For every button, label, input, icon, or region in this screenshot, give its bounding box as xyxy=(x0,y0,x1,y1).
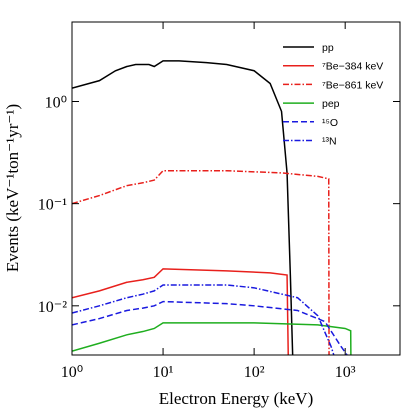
series-line xyxy=(72,284,335,355)
legend-label: ⁷Be−384 keV xyxy=(322,61,383,73)
x-tick-label: 10³ xyxy=(335,364,356,381)
series-line xyxy=(72,268,289,355)
legend-label: ⁷Be−861 keV xyxy=(322,79,383,91)
x-tick-label: 10¹ xyxy=(153,364,174,381)
plot-frame xyxy=(71,21,401,356)
x-tick-label: 10⁰ xyxy=(61,364,83,381)
series-line xyxy=(72,322,352,355)
plot-lines xyxy=(72,60,352,355)
x-axis-label: Electron Energy (keV) xyxy=(159,389,314,408)
y-tick-label: 10⁻¹ xyxy=(38,197,67,214)
legend-label: ¹³N xyxy=(322,136,337,148)
y-tick-label: 10⁰ xyxy=(45,94,67,111)
y-tick-label: 10⁻² xyxy=(38,299,67,316)
series-line xyxy=(72,60,294,355)
x-tick-label: 10² xyxy=(244,364,265,381)
y-axis-label: Events (keV⁻¹ton⁻¹yr⁻¹) xyxy=(3,104,22,272)
series-line xyxy=(72,169,330,355)
legend-label: pep xyxy=(322,98,340,110)
legend-label: ¹⁵O xyxy=(322,117,338,129)
legend-label: pp xyxy=(322,42,334,54)
series-line xyxy=(72,300,348,355)
